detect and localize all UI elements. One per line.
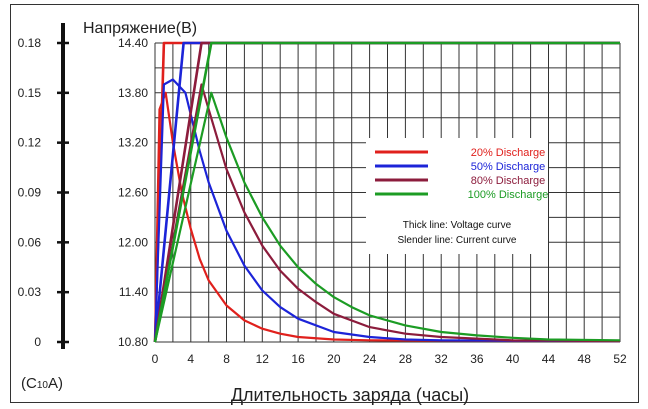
chart-border [10,4,639,403]
voltage-tick-label: 11.40 [119,285,148,299]
x-tick-label: 40 [506,352,520,366]
legend-note: Slender line: Current curve [398,235,517,246]
voltage-tick-label: 12.00 [118,235,148,249]
x-tick-label: 44 [542,352,556,366]
x-tick-label: 0 [152,352,159,366]
current-tick-label: 0.03 [18,285,42,299]
x-tick-label: 12 [256,352,270,366]
current-tick-label: 0.15 [18,86,42,100]
x-tick-label: 8 [223,352,230,366]
current-curve [153,91,621,343]
axes: 0 4 8 12 16 20 24 28 32 36 40 44 48 5210.8011.4012.00… [18,23,627,366]
current-curve [153,91,621,343]
x-tick-label: 48 [578,352,592,366]
legend-label: 100% Discharge [468,189,549,201]
x-tick-label: 28 [399,352,413,366]
current-tick-label: 0 [34,335,41,349]
labels: Напряжение(B) Длительность заряда (часы)… [21,20,469,405]
voltage-tick-label: 13.20 [118,136,148,150]
x-tick-label: 36 [470,352,484,366]
current-curve [153,83,621,343]
x-axis-title: Длительность заряда (часы) [231,385,469,405]
x-tick-label: 20 [327,352,341,366]
current-axis-title: (C10A) [21,375,63,392]
current-tick-label: 0.09 [18,186,42,200]
voltage-tick-label: 12.60 [118,186,148,200]
voltage-curve [153,41,620,343]
x-tick-label: 4 [187,352,194,366]
series [153,41,621,343]
x-tick-label: 24 [363,352,377,366]
x-tick-label: 52 [613,352,627,366]
legend-label: 20% Discharge [471,147,546,159]
current-tick-label: 0.12 [18,136,42,150]
y-axis-title: Напряжение(B) [83,20,197,37]
current-tick-label: 0.06 [18,235,42,249]
legend-box [366,138,548,254]
x-tick-label: 16 [291,352,305,366]
voltage-tick-label: 10.80 [118,335,148,349]
legend: 20% Discharge 50% Discharge 80% Discharge 1… [366,138,548,254]
x-tick-label: 32 [434,352,448,366]
legend-note: Thick line: Voltage curve [403,220,512,231]
voltage-tick-label: 14.40 [118,36,148,50]
legend-label: 50% Discharge [471,161,546,173]
legend-label: 80% Discharge [471,175,546,187]
voltage-tick-label: 13.80 [118,86,148,100]
current-tick-label: 0.18 [18,36,42,50]
